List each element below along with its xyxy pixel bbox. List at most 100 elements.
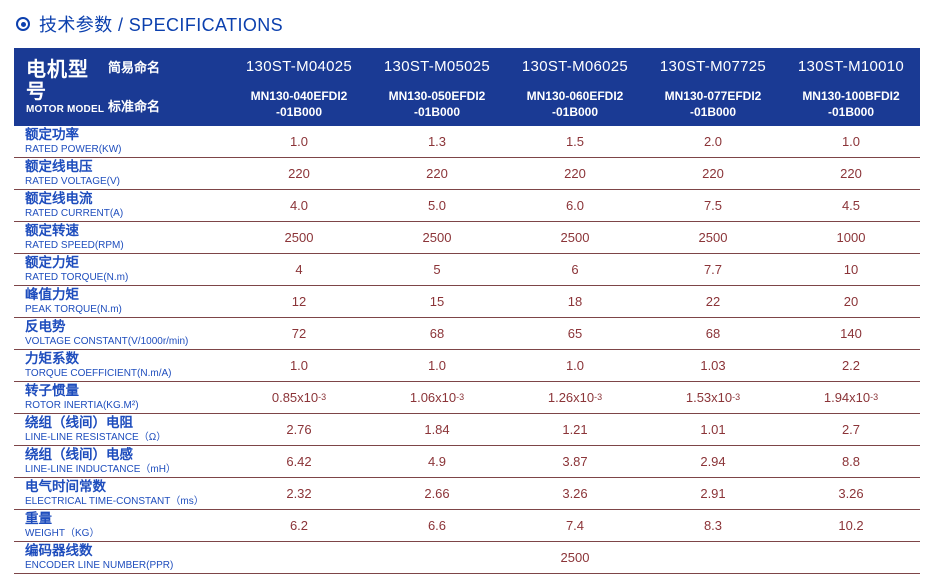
value-cell: 220 bbox=[288, 166, 310, 181]
value-cell: 10.2 bbox=[838, 518, 864, 533]
table-row: 编码器线数 ENCODER LINE NUMBER(PPR) 2500 bbox=[14, 542, 920, 574]
row-label-en: RATED VOLTAGE(V) bbox=[25, 176, 121, 187]
row-label: 编码器线数 ENCODER LINE NUMBER(PPR) bbox=[14, 542, 230, 573]
value-cell: 6.42 bbox=[286, 454, 312, 469]
value-cell: 140 bbox=[840, 326, 862, 341]
row-label-en: LINE-LINE RESISTANCE（Ω） bbox=[25, 432, 167, 443]
value-cell: 1.01 bbox=[700, 422, 726, 437]
row-label-cn: 绕组（线间）电感 bbox=[25, 447, 133, 463]
table-row: 额定线电压 RATED VOLTAGE(V) 220 220 220 220 220 bbox=[14, 158, 920, 190]
table-row: 额定功率 RATED POWER(KW) 1.0 1.3 1.5 2.0 1.0 bbox=[14, 126, 920, 158]
value-cell: 6.0 bbox=[565, 198, 585, 213]
value-cell: 1.0 bbox=[427, 358, 447, 373]
table-row: 绕组（线间）电阻 LINE-LINE RESISTANCE（Ω） 2.76 1.84 1… bbox=[14, 414, 920, 446]
row-label-cn: 额定功率 bbox=[25, 127, 79, 143]
row-label-en: PEAK TORQUE(N.m) bbox=[25, 304, 122, 315]
value-cell: 2.91 bbox=[700, 486, 726, 501]
value-cell: 2.7 bbox=[841, 422, 861, 437]
value-cell: 1000 bbox=[836, 230, 866, 245]
value-cell: 3.26 bbox=[838, 486, 864, 501]
column-simple-name: 130ST-M04025 bbox=[245, 57, 353, 75]
value-cell: 4 bbox=[295, 262, 303, 277]
value-cell: 0.85x10 -3 bbox=[271, 390, 327, 405]
row-label-cn: 电气时间常数 bbox=[25, 479, 106, 495]
value-cell: 68 bbox=[705, 326, 721, 341]
table-row: 电气时间常数 ELECTRICAL TIME-CONSTANT（ms） 2.32 2.… bbox=[14, 478, 920, 510]
value-cell: 1.06x10 -3 bbox=[409, 390, 465, 405]
table-row: 额定力矩 RATED TORQUE(N.m) 4 5 6 7.7 10 bbox=[14, 254, 920, 286]
value-cell: 4.0 bbox=[289, 198, 309, 213]
row-label: 额定线电流 RATED CURRENT(A) bbox=[14, 190, 230, 221]
value-cell: 1.03 bbox=[700, 358, 726, 373]
row-label: 力矩系数 TORQUE COEFFICIENT(N.m/A) bbox=[14, 350, 230, 381]
value-cell: 5.0 bbox=[427, 198, 447, 213]
value-cell: 2.76 bbox=[286, 422, 312, 437]
column-standard-name: MN130-050EFDI2 -01B000 bbox=[388, 89, 486, 119]
value-cell: 2500 bbox=[698, 230, 728, 245]
value-cell: 8.3 bbox=[703, 518, 723, 533]
value-cell: 18 bbox=[567, 294, 583, 309]
row-label: 额定转速 RATED SPEED(RPM) bbox=[14, 222, 230, 253]
table-body: 额定功率 RATED POWER(KW) 1.0 1.3 1.5 2.0 1.0 额定线电压 R… bbox=[14, 126, 920, 574]
section-title: 技术参数 / SPECIFICATIONS bbox=[16, 11, 920, 37]
row-label-cn: 峰值力矩 bbox=[25, 287, 79, 303]
row-label-cn: 额定转速 bbox=[25, 223, 79, 239]
row-label: 额定线电压 RATED VOLTAGE(V) bbox=[14, 158, 230, 189]
row-label: 峰值力矩 PEAK TORQUE(N.m) bbox=[14, 286, 230, 317]
value-cell: 4.5 bbox=[841, 198, 861, 213]
value-cell: 1.0 bbox=[289, 358, 309, 373]
value-cell: 7.5 bbox=[703, 198, 723, 213]
circle-dot-icon bbox=[16, 17, 30, 31]
motor-model-cell: 电机型号 MOTOR MODEL bbox=[14, 48, 106, 126]
table-row: 绕组（线间）电感 LINE-LINE INDUCTANCE（mH） 6.42 4.9 3… bbox=[14, 446, 920, 478]
column-standard-name: MN130-040EFDI2 -01B000 bbox=[250, 89, 348, 119]
column-simple-name: 130ST-M05025 bbox=[383, 57, 491, 75]
value-cell: 1.84 bbox=[424, 422, 450, 437]
value-cell: 1.0 bbox=[565, 358, 585, 373]
row-label-cn: 额定力矩 bbox=[25, 255, 79, 271]
row-label-en: ENCODER LINE NUMBER(PPR) bbox=[25, 560, 174, 571]
value-cell: 220 bbox=[564, 166, 586, 181]
row-label-cn: 转子惯量 bbox=[25, 383, 79, 399]
row-label-en: LINE-LINE INDUCTANCE（mH） bbox=[25, 464, 176, 475]
row-label-cn: 额定线电流 bbox=[25, 191, 93, 207]
row-label-cn: 额定线电压 bbox=[25, 159, 93, 175]
value-cell: 22 bbox=[705, 294, 721, 309]
table-row: 重量 WEIGHT（KG） 6.2 6.6 7.4 8.3 10.2 bbox=[14, 510, 920, 542]
column-standard-name: MN130-077EFDI2 -01B000 bbox=[664, 89, 762, 119]
standard-name-label: 标准命名 bbox=[108, 98, 161, 114]
row-label-en: VOLTAGE CONSTANT(V/1000r/min) bbox=[25, 336, 189, 347]
value-cell: 1.0 bbox=[289, 134, 309, 149]
table-row: 转子惯量 ROTOR INERTIA(KG.M²) 0.85x10 -3 1.06x10… bbox=[14, 382, 920, 414]
value-cell: 3.87 bbox=[562, 454, 588, 469]
value-cell: 15 bbox=[429, 294, 445, 309]
row-label-en: RATED POWER(KW) bbox=[25, 144, 122, 155]
motor-model-en: MOTOR MODEL bbox=[26, 104, 105, 115]
value-cell: 2.94 bbox=[700, 454, 726, 469]
value-cell: 2.0 bbox=[703, 134, 723, 149]
row-label-en: ROTOR INERTIA(KG.M²) bbox=[25, 400, 139, 411]
value-cell: 1.0 bbox=[841, 134, 861, 149]
value-cell: 12 bbox=[291, 294, 307, 309]
row-label-cn: 编码器线数 bbox=[25, 543, 93, 559]
value-cell: 1.21 bbox=[562, 422, 588, 437]
table-row: 反电势 VOLTAGE CONSTANT(V/1000r/min) 72 68 65 68… bbox=[14, 318, 920, 350]
row-label-en: WEIGHT（KG） bbox=[25, 528, 100, 539]
value-cell: 6.6 bbox=[427, 518, 447, 533]
table-row: 峰值力矩 PEAK TORQUE(N.m) 12 15 18 22 20 bbox=[14, 286, 920, 318]
table-row: 额定线电流 RATED CURRENT(A) 4.0 5.0 6.0 7.5 4.5 bbox=[14, 190, 920, 222]
table-row: 额定转速 RATED SPEED(RPM) 2500 2500 2500 2500 1000 bbox=[14, 222, 920, 254]
value-cell: 6.2 bbox=[289, 518, 309, 533]
value-cell: 220 bbox=[702, 166, 724, 181]
row-label: 反电势 VOLTAGE CONSTANT(V/1000r/min) bbox=[14, 318, 230, 349]
motor-model-cn: 电机型号 bbox=[26, 59, 89, 103]
column-standard-name: MN130-060EFDI2 -01B000 bbox=[526, 89, 624, 119]
column-simple-name: 130ST-M07725 bbox=[659, 57, 767, 75]
row-label-cn: 重量 bbox=[25, 511, 52, 527]
row-label-en: RATED CURRENT(A) bbox=[25, 208, 124, 219]
row-label: 额定力矩 RATED TORQUE(N.m) bbox=[14, 254, 230, 285]
row-label-cn: 力矩系数 bbox=[25, 351, 79, 367]
value-cell: 6 bbox=[571, 262, 579, 277]
value-cell: 220 bbox=[426, 166, 448, 181]
